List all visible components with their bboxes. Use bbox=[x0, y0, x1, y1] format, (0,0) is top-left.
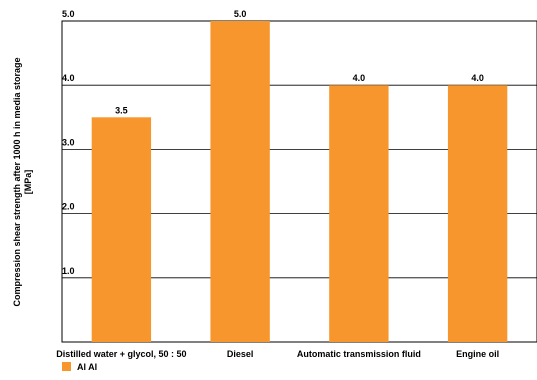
y-axis-label-line-1: Compression shear strength after 1000 h … bbox=[12, 57, 22, 306]
legend-label: Al Al bbox=[77, 362, 97, 372]
legend: Al Al bbox=[62, 362, 97, 372]
y-tick-label: 5.0 bbox=[62, 9, 75, 19]
bar-value-label: 4.0 bbox=[353, 73, 366, 83]
plot-area: 1.0 2.0 3.0 4.0 5.0 3.5 Distilled water + glyc… bbox=[56, 9, 537, 359]
y-tick-label: 3.0 bbox=[62, 137, 75, 147]
category-label: Distilled water + glycol, 50 : 50 bbox=[56, 349, 186, 359]
y-tick-label: 4.0 bbox=[62, 73, 75, 83]
category-label: Engine oil bbox=[456, 349, 499, 359]
legend-swatch bbox=[62, 362, 71, 371]
bar-value-label: 4.0 bbox=[471, 73, 484, 83]
bar bbox=[210, 21, 270, 342]
bar bbox=[329, 85, 389, 342]
bar-value-label: 3.5 bbox=[115, 105, 128, 115]
y-tick-label: 1.0 bbox=[62, 266, 75, 276]
y-axis-label-line-2: [MPa] bbox=[23, 170, 33, 195]
category-label: Diesel bbox=[227, 349, 254, 359]
bar bbox=[447, 85, 508, 342]
bar bbox=[91, 117, 152, 342]
category-label: Automatic transmission fluid bbox=[297, 349, 421, 359]
y-tick-label: 2.0 bbox=[62, 202, 75, 212]
y-axis-label: Compression shear strength after 1000 h … bbox=[12, 57, 33, 306]
bar-value-label: 5.0 bbox=[234, 9, 247, 19]
